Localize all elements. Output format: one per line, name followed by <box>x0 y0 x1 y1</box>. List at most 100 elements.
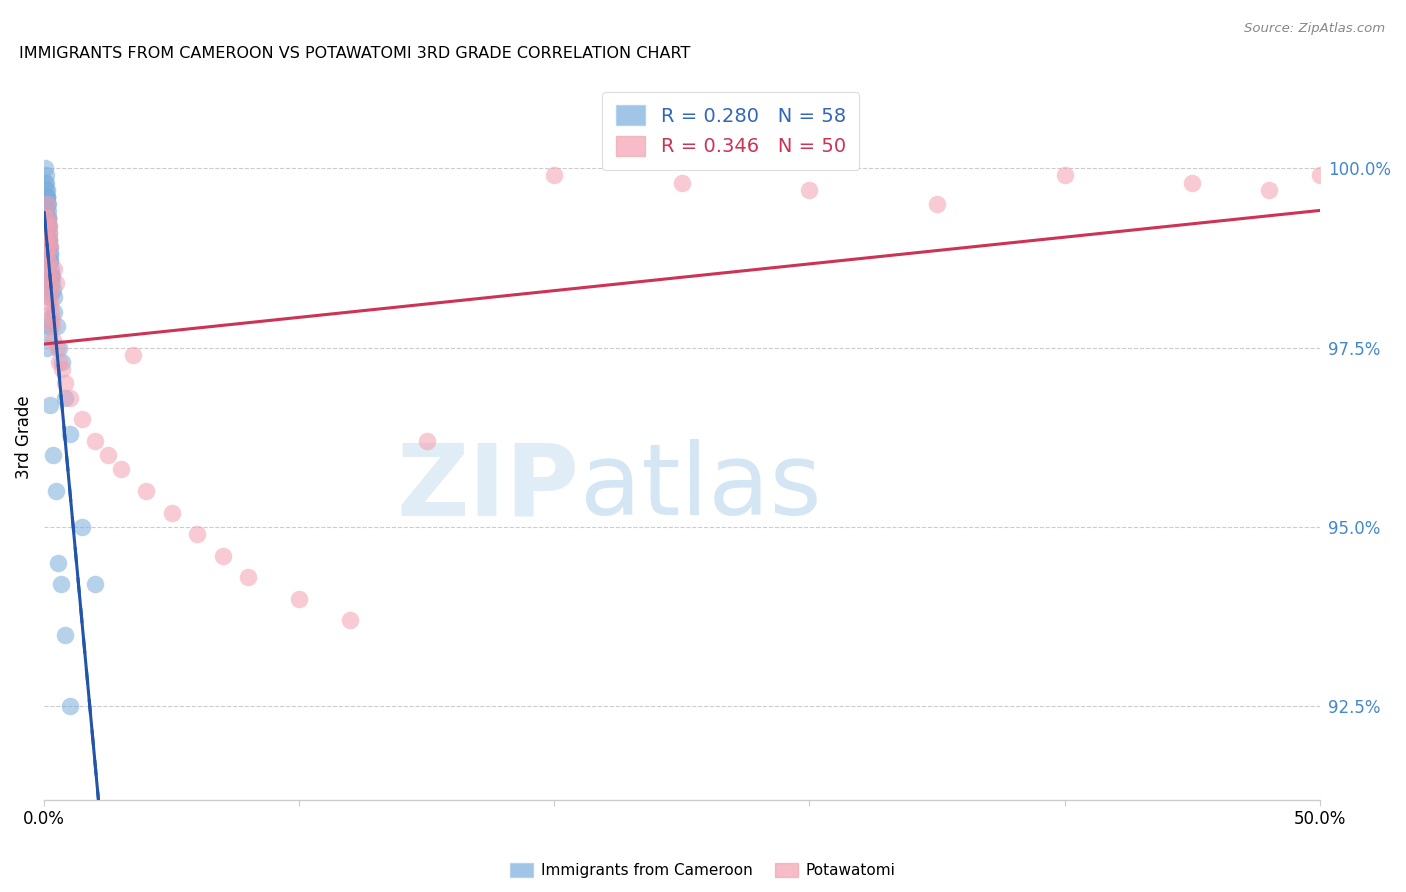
Point <box>39 254 62 268</box>
Point <box>38 276 60 290</box>
Point <box>38 290 60 304</box>
Point <box>1181 176 1204 190</box>
Point <box>44 290 66 304</box>
Point <box>72 520 94 534</box>
Point <box>37 211 59 226</box>
Point <box>42 283 65 297</box>
Point <box>37 211 59 226</box>
Point <box>38 326 60 341</box>
Point <box>38 226 60 240</box>
Point <box>37 211 59 226</box>
Point <box>37 261 59 276</box>
Point <box>38 240 60 254</box>
Point <box>671 176 693 190</box>
Point <box>1257 183 1279 197</box>
Point <box>38 318 60 333</box>
Point <box>37 247 59 261</box>
Point <box>39 398 62 412</box>
Point <box>288 591 311 606</box>
Point <box>339 613 361 627</box>
Point <box>38 283 60 297</box>
Point <box>39 261 62 276</box>
Text: IMMIGRANTS FROM CAMEROON VS POTAWATOMI 3RD GRADE CORRELATION CHART: IMMIGRANTS FROM CAMEROON VS POTAWATOMI 3… <box>18 46 690 62</box>
Point <box>37 197 59 211</box>
Point <box>42 448 65 462</box>
Point <box>135 483 157 498</box>
Point <box>34 211 56 226</box>
Point <box>37 197 59 211</box>
Point <box>925 197 948 211</box>
Point <box>45 341 67 355</box>
Point <box>41 311 63 326</box>
Point <box>35 219 58 233</box>
Point <box>39 254 62 268</box>
Point <box>38 247 60 261</box>
Point <box>34 161 56 176</box>
Point <box>38 233 60 247</box>
Point <box>37 197 59 211</box>
Point <box>41 276 63 290</box>
Point <box>37 233 59 247</box>
Legend: R = 0.280   N = 58, R = 0.346   N = 50: R = 0.280 N = 58, R = 0.346 N = 50 <box>602 92 859 169</box>
Point <box>38 219 60 233</box>
Point <box>45 276 67 290</box>
Point <box>37 268 59 283</box>
Point <box>51 355 73 369</box>
Point <box>38 226 60 240</box>
Point <box>38 219 60 233</box>
Point <box>238 570 260 584</box>
Point <box>45 483 67 498</box>
Point <box>1053 169 1076 183</box>
Point <box>41 318 63 333</box>
Point <box>39 268 62 283</box>
Point <box>37 190 59 204</box>
Point <box>44 261 66 276</box>
Point <box>84 434 107 448</box>
Point <box>45 318 67 333</box>
Point <box>37 254 59 268</box>
Point <box>38 290 60 304</box>
Point <box>59 391 82 405</box>
Point <box>59 699 82 714</box>
Point <box>41 268 63 283</box>
Point <box>110 462 132 476</box>
Text: atlas: atlas <box>579 440 821 536</box>
Legend: Immigrants from Cameroon, Potawatomi: Immigrants from Cameroon, Potawatomi <box>505 857 901 884</box>
Point <box>211 549 233 563</box>
Point <box>38 233 60 247</box>
Point <box>53 391 76 405</box>
Point <box>37 197 59 211</box>
Point <box>38 233 60 247</box>
Point <box>49 577 72 591</box>
Point <box>122 348 145 362</box>
Point <box>38 240 60 254</box>
Point <box>48 341 70 355</box>
Point <box>799 183 821 197</box>
Point <box>39 304 62 318</box>
Point <box>37 276 59 290</box>
Point <box>160 506 183 520</box>
Point <box>35 219 58 233</box>
Point <box>39 297 62 311</box>
Point <box>38 240 60 254</box>
Point <box>35 268 58 283</box>
Point <box>44 304 66 318</box>
Point <box>34 176 56 190</box>
Point <box>53 376 76 391</box>
Point <box>416 434 439 448</box>
Point <box>51 362 73 376</box>
Point <box>35 211 58 226</box>
Point <box>72 412 94 426</box>
Point <box>84 577 107 591</box>
Point <box>1309 169 1331 183</box>
Point <box>35 233 58 247</box>
Point <box>53 627 76 641</box>
Point <box>38 311 60 326</box>
Point <box>35 190 58 204</box>
Point <box>37 268 59 283</box>
Point <box>37 254 59 268</box>
Point <box>37 219 59 233</box>
Point <box>35 190 58 204</box>
Point <box>39 247 62 261</box>
Point <box>59 426 82 441</box>
